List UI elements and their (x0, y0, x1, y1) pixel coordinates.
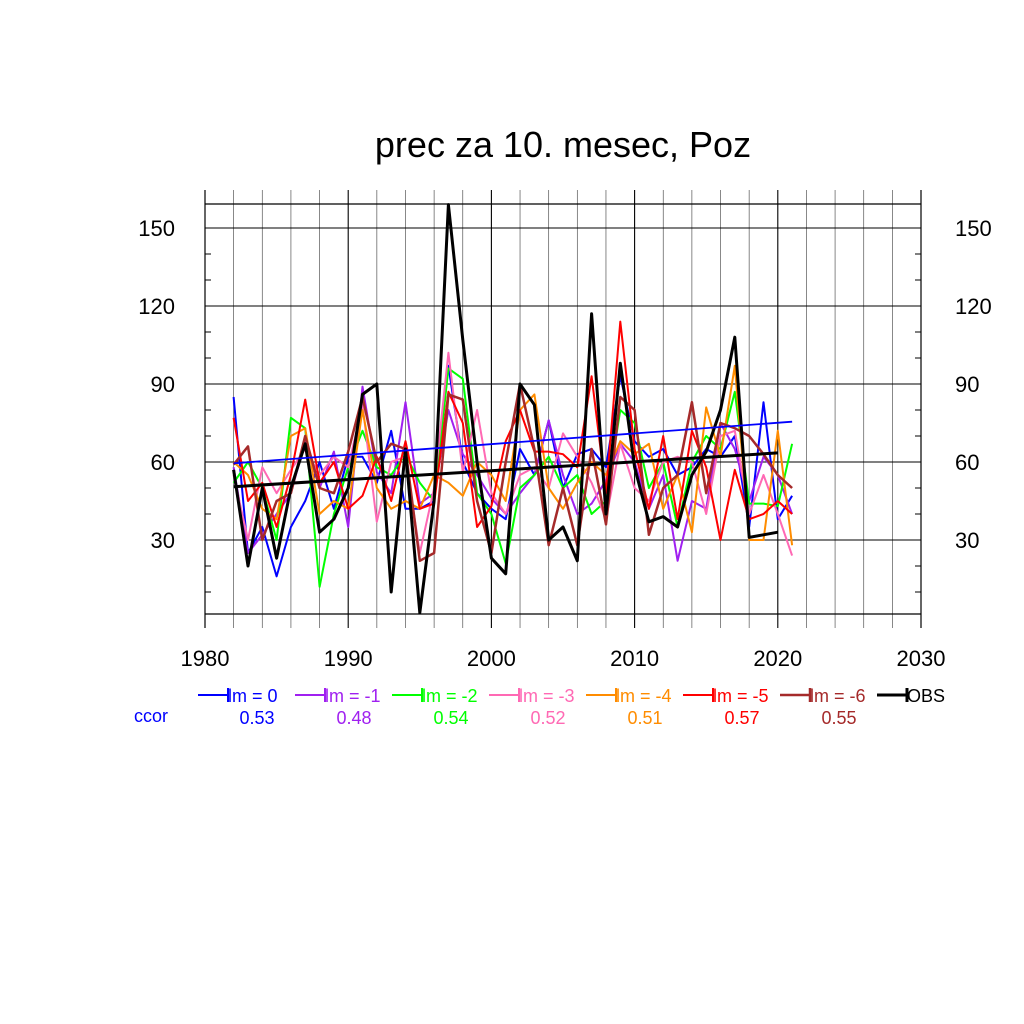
plot-frame (204, 190, 922, 628)
y-tick-label-right: 60 (955, 450, 979, 475)
ccor-value-1: 0.48 (336, 708, 371, 728)
legend-label-0: lm = 0 (228, 686, 278, 706)
ccor-value-4: 0.51 (627, 708, 662, 728)
legend-label-3: lm = -3 (519, 686, 575, 706)
trend-line-7 (233, 451, 778, 489)
y-tick-label-right: 30 (955, 528, 979, 553)
y-tick-label-left: 150 (138, 216, 175, 241)
x-tick-label: 2010 (610, 646, 659, 671)
trend-line-0 (233, 420, 793, 465)
series-line-7 (232, 203, 779, 615)
y-tick-label-right: 90 (955, 372, 979, 397)
grid (205, 190, 921, 628)
y-tick-label-right: 120 (955, 294, 992, 319)
ccor-value-6: 0.55 (821, 708, 856, 728)
legend-label-4: lm = -4 (616, 686, 672, 706)
y-tick-label-left: 120 (138, 294, 175, 319)
ccor-value-3: 0.52 (530, 708, 565, 728)
ccor-label: ccor (134, 706, 168, 726)
legend: ccor lm = 00.53 lm = -10.48 lm = -20.54 lm =… (134, 686, 945, 728)
legend-label-5: lm = -5 (713, 686, 769, 706)
ccor-value-0: 0.53 (239, 708, 274, 728)
series-line-1 (232, 385, 794, 562)
series-line-4 (232, 364, 794, 546)
ccor-value-5: 0.57 (724, 708, 759, 728)
axis-tick-labels: 1980 1990 2000 2010 2020 2030 30 30 60 60 90 90 120 1… (138, 216, 991, 671)
x-tick-label: 1980 (181, 646, 230, 671)
legend-label-1: lm = -1 (325, 686, 381, 706)
x-tick-label: 1990 (324, 646, 373, 671)
x-tick-label: 2030 (897, 646, 946, 671)
y-tick-label-right: 150 (955, 216, 992, 241)
y-tick-label-left: 30 (151, 528, 175, 553)
legend-label-7: OBS (907, 686, 945, 706)
y-tick-label-left: 90 (151, 372, 175, 397)
series-layer (232, 203, 794, 615)
trend-layer (233, 420, 793, 489)
ccor-value-2: 0.54 (433, 708, 468, 728)
legend-label-6: lm = -6 (810, 686, 866, 706)
legend-label-2: lm = -2 (422, 686, 478, 706)
chart-title: prec za 10. mesec, Poz (375, 124, 751, 165)
x-tick-label: 2020 (753, 646, 802, 671)
x-tick-label: 2000 (467, 646, 516, 671)
y-tick-label-left: 60 (151, 450, 175, 475)
series-line-6 (232, 382, 793, 563)
